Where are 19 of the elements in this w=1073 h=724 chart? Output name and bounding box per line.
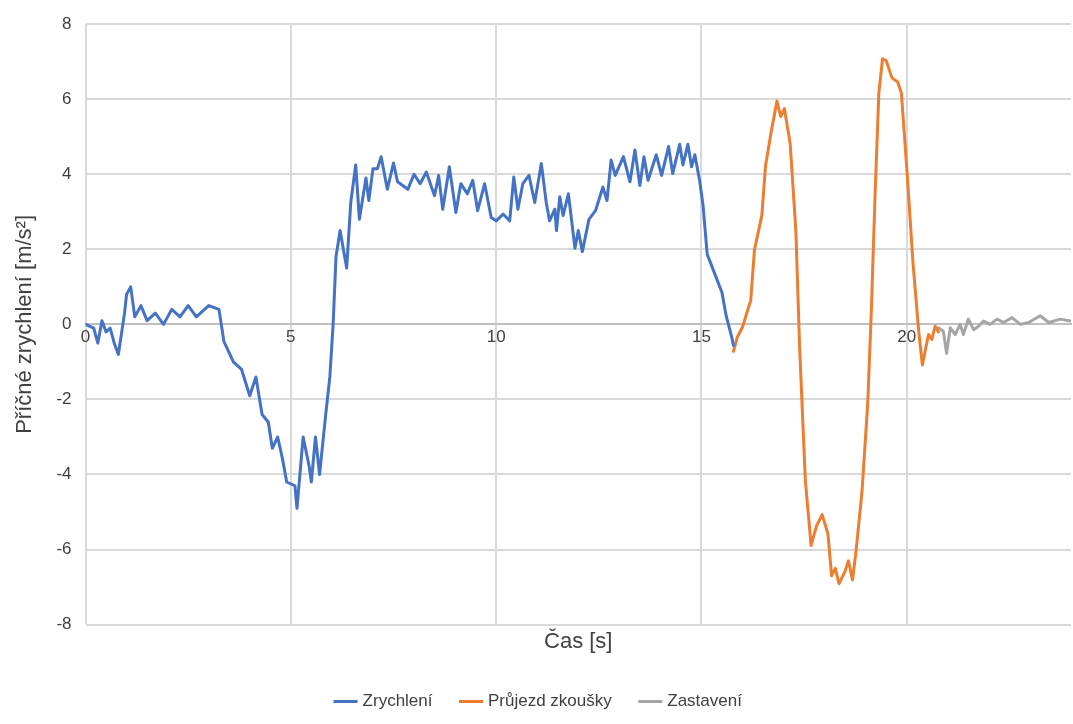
y-tick-label: -4 <box>56 464 72 484</box>
y-tick-label: -2 <box>56 389 72 409</box>
y-tick-label: 8 <box>62 13 72 33</box>
x-tick-label: 15 <box>691 327 711 347</box>
legend-label: Průjezd zkoušky <box>487 691 613 711</box>
y-tick-label: 0 <box>62 314 72 334</box>
legend-label: Zastavení <box>667 691 743 711</box>
y-axis-title: Příčné zrychlení [m/s²] <box>11 214 37 434</box>
x-tick-label: 5 <box>286 327 296 347</box>
y-tick-label: 2 <box>62 239 72 259</box>
x-axis-title: Čas [s] <box>544 627 613 653</box>
x-tick-label: 20 <box>897 327 917 347</box>
x-tick-label: 10 <box>486 327 506 347</box>
y-tick-label: -8 <box>56 614 72 634</box>
y-tick-label: 6 <box>62 88 72 108</box>
legend-label: Zrychlení <box>362 691 433 711</box>
y-tick-label: 4 <box>62 163 72 183</box>
x-tick-label: 0 <box>80 327 91 347</box>
y-tick-label: -6 <box>56 539 72 559</box>
